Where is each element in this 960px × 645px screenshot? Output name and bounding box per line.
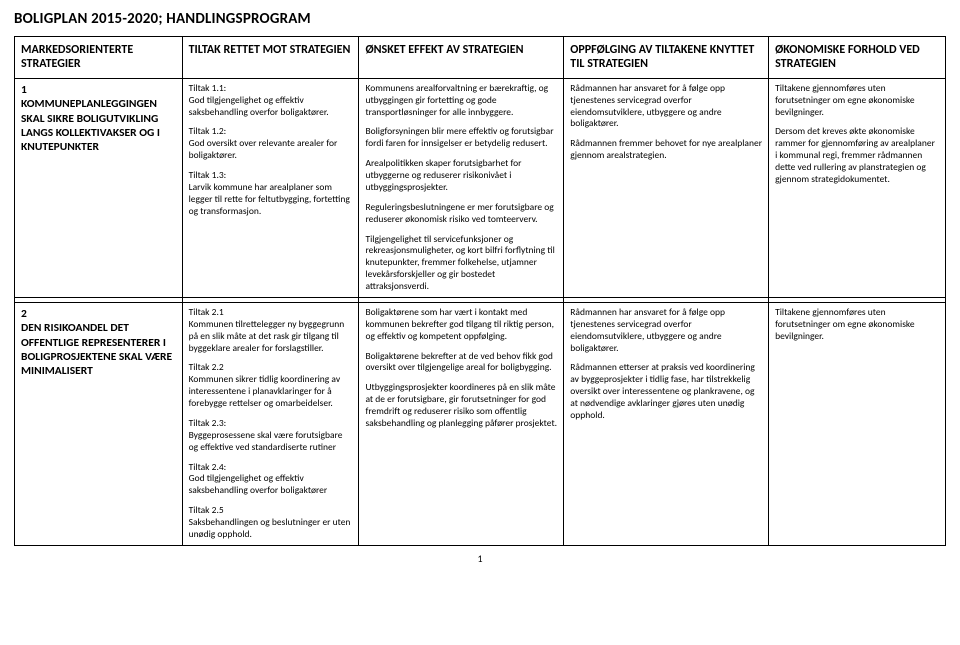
header-okonomi: ØKONOMISKE FORHOLD VED STRATEGIEN bbox=[769, 37, 946, 79]
strategy-cell: 1 KOMMUNEPLANLEGGINGEN SKAL SIKRE BOLIGU… bbox=[15, 78, 183, 297]
oppfolging-para: Rådmannen har ansvaret for å følge opp t… bbox=[570, 83, 762, 131]
strategy-number: 2 bbox=[21, 307, 27, 321]
tiltak-body: God oversikt over relevante arealer for … bbox=[189, 138, 353, 162]
document-title: BOLIGPLAN 2015-2020; HANDLINGSPROGRAM bbox=[14, 10, 946, 28]
header-strategies: MARKEDSORIENTERTE STRATEGIER bbox=[15, 37, 183, 79]
okonomi-para: Tiltakene gjennomføres uten forutsetning… bbox=[775, 83, 939, 119]
okonomi-cell: Tiltakene gjennomføres uten forutsetning… bbox=[769, 78, 946, 297]
tiltak-body: Larvik kommune har arealplaner som legge… bbox=[189, 182, 353, 218]
oppfolging-cell: Rådmannen har ansvaret for å følge opp t… bbox=[564, 302, 769, 545]
tiltak-cell: Tiltak 2.1Kommunen tilrettelegger ny byg… bbox=[182, 302, 359, 545]
tiltak-body: Saksbehandlingen og beslutninger er uten… bbox=[189, 517, 353, 541]
strategy-text: DEN RISIKOANDEL DET OFFENTLIGE REPRESENT… bbox=[21, 321, 172, 378]
header-row: MARKEDSORIENTERTE STRATEGIER TILTAK RETT… bbox=[15, 37, 946, 79]
okonomi-para: Tiltakene gjennomføres uten forutsetning… bbox=[775, 307, 939, 343]
strategy-cell: 2 DEN RISIKOANDEL DET OFFENTLIGE REPRESE… bbox=[15, 302, 183, 545]
tiltak-body: Kommunen sikrer tidlig koordinering av i… bbox=[189, 374, 353, 410]
effekt-para: Boligaktørene bekrefter at de ved behov … bbox=[365, 351, 557, 375]
strategy-text: KOMMUNEPLANLEGGINGEN SKAL SIKRE BOLIGUTV… bbox=[21, 97, 160, 154]
effekt-para: Arealpolitikken skaper forutsigbarhet fo… bbox=[365, 158, 557, 194]
tiltak-head: Tiltak 2.1 bbox=[189, 307, 353, 319]
effekt-cell: Kommunens arealforvaltning er bærekrafti… bbox=[359, 78, 564, 297]
tiltak-body: God tilgjengelighet og effektiv saksbeha… bbox=[189, 473, 353, 497]
page: BOLIGPLAN 2015-2020; HANDLINGSPROGRAM MA… bbox=[0, 0, 960, 573]
tiltak-head: Tiltak 2.3: bbox=[189, 418, 353, 430]
effekt-para: Boligforsyningen blir mere effektiv og f… bbox=[365, 126, 557, 150]
table-row: 2 DEN RISIKOANDEL DET OFFENTLIGE REPRESE… bbox=[15, 302, 946, 545]
header-tiltak: TILTAK RETTET MOT STRATEGIEN bbox=[182, 37, 359, 79]
strategy-number: 1 bbox=[21, 83, 27, 97]
okonomi-cell: Tiltakene gjennomføres uten forutsetning… bbox=[769, 302, 946, 545]
tiltak-cell: Tiltak 1.1:God tilgjengelighet og effekt… bbox=[182, 78, 359, 297]
effekt-para: Utbyggingsprosjekter koordineres på en s… bbox=[365, 382, 557, 430]
plan-table: MARKEDSORIENTERTE STRATEGIER TILTAK RETT… bbox=[14, 36, 946, 546]
oppfolging-para: Rådmannen etterser at praksis ved koordi… bbox=[570, 362, 762, 421]
effekt-para: Tilgjengelighet til servicefunksjoner og… bbox=[365, 234, 557, 293]
page-number: 1 bbox=[14, 552, 946, 565]
tiltak-body: God tilgjengelighet og effektiv saksbeha… bbox=[189, 95, 353, 119]
effekt-para: Boligaktørene som har vært i kontakt med… bbox=[365, 307, 557, 343]
tiltak-head: Tiltak 1.1: bbox=[189, 83, 353, 95]
header-oppfolging: OPPFØLGING AV TILTAKENE KNYTTET TIL STRA… bbox=[564, 37, 769, 79]
effekt-cell: Boligaktørene som har vært i kontakt med… bbox=[359, 302, 564, 545]
tiltak-body: Byggeprosessene skal være forutsigbare o… bbox=[189, 430, 353, 454]
header-effekt: ØNSKET EFFEKT AV STRATEGIEN bbox=[359, 37, 564, 79]
effekt-para: Kommunens arealforvaltning er bærekrafti… bbox=[365, 83, 557, 119]
table-row: 1 KOMMUNEPLANLEGGINGEN SKAL SIKRE BOLIGU… bbox=[15, 78, 946, 297]
oppfolging-para: Rådmannen har ansvaret for å følge opp t… bbox=[570, 307, 762, 355]
tiltak-body: Kommunen tilrettelegger ny byggegrunn på… bbox=[189, 319, 353, 355]
oppfolging-cell: Rådmannen har ansvaret for å følge opp t… bbox=[564, 78, 769, 297]
okonomi-para: Dersom det kreves økte økonomiske rammer… bbox=[775, 126, 939, 185]
oppfolging-para: Rådmannen fremmer behovet for nye arealp… bbox=[570, 138, 762, 162]
effekt-para: Reguleringsbeslutningene er mer forutsig… bbox=[365, 202, 557, 226]
